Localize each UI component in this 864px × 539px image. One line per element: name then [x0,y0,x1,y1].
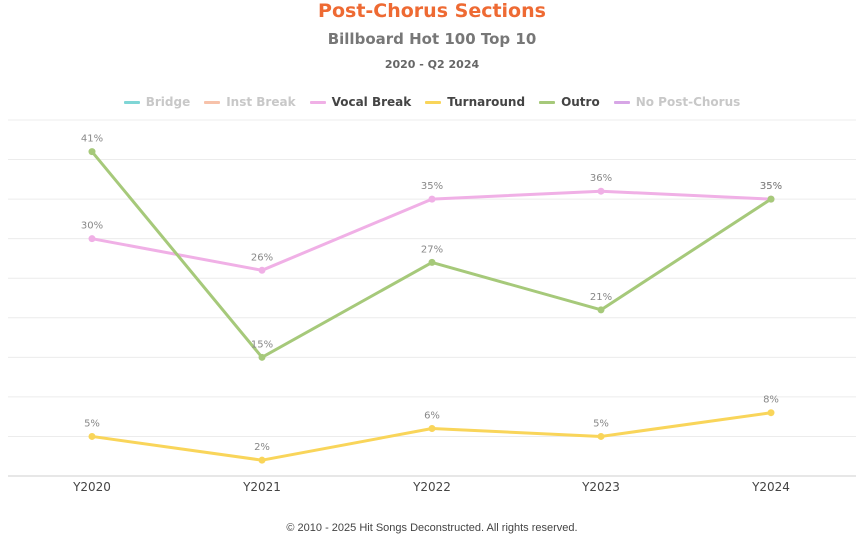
data-point-outro [258,353,266,361]
legend-label: Inst Break [226,95,296,109]
data-point-turnaround [88,432,96,440]
data-point-vocal-break [258,266,266,274]
data-point-outro [597,306,605,314]
legend-item-inst-break[interactable]: Inst Break [204,95,296,109]
data-point-turnaround [428,425,436,433]
data-point-vocal-break [597,187,605,195]
x-tick-label: Y2020 [72,480,111,494]
data-point-turnaround [597,432,605,440]
data-label-turnaround: 6% [424,411,440,422]
data-label-outro: 27% [421,244,443,255]
x-tick-label: Y2022 [412,480,451,494]
date-range: 2020 - Q2 2024 [384,58,480,71]
data-point-turnaround [258,456,266,464]
legend-swatch-icon [123,100,140,104]
legend-item-bridge[interactable]: Bridge [123,95,191,109]
legend-swatch-icon [425,100,442,104]
x-tick-label: Y2024 [751,480,790,494]
data-label-vocal-break: 30% [81,221,103,232]
x-tick-label: Y2023 [581,480,620,494]
data-label-vocal-break: 36% [590,173,612,184]
copyright-footer: © 2010 - 2025 Hit Songs Deconstructed. A… [286,522,578,534]
legend-label: No Post-Chorus [635,95,741,109]
data-label-turnaround: 8% [763,395,779,406]
legend-label: Turnaround [447,95,526,109]
data-point-outro [767,195,775,203]
data-point-outro [428,258,436,266]
data-point-outro [88,148,96,156]
chart-legend: Bridge Inst Break Vocal Break Turnaround… [0,95,864,109]
data-point-vocal-break [88,235,96,243]
chart-subtitle: Billboard Hot 100 Top 10 [327,30,537,48]
legend-swatch-icon [539,100,556,104]
data-label-turnaround: 5% [593,418,609,429]
legend-item-outro[interactable]: Outro [539,95,600,109]
data-label-vocal-break: 35% [421,181,443,192]
legend-item-turnaround[interactable]: Turnaround [425,95,525,109]
data-label-outro: 35% [760,181,782,192]
legend-swatch-icon [204,100,221,104]
legend-label: Outro [561,95,600,109]
legend-item-no-post-chorus[interactable]: No Post-Chorus [613,95,741,109]
x-tick-label: Y2021 [242,480,281,494]
data-label-outro: 41% [81,134,103,145]
legend-item-vocal-break[interactable]: Vocal Break [309,95,412,109]
data-point-vocal-break [428,195,436,203]
legend-swatch-icon [309,100,326,104]
legend-label: Bridge [145,95,191,109]
data-label-outro: 21% [590,292,612,303]
line-chart: Y2020 Y2021 Y2022 Y2023 Y2024 30% 26% 35% 36% 35%… [8,119,856,494]
data-point-turnaround [767,409,775,417]
chart-title: Post-Chorus Sections [318,0,546,22]
legend-swatch-icon [613,100,630,104]
data-label-vocal-break: 26% [251,252,273,263]
data-label-outro: 15% [251,339,273,350]
series-line-vocal-break [90,189,773,272]
data-label-turnaround: 5% [84,418,100,429]
data-label-vocal-break: 35% [760,181,782,192]
data-label-turnaround: 2% [254,442,270,453]
legend-label: Vocal Break [331,95,412,109]
